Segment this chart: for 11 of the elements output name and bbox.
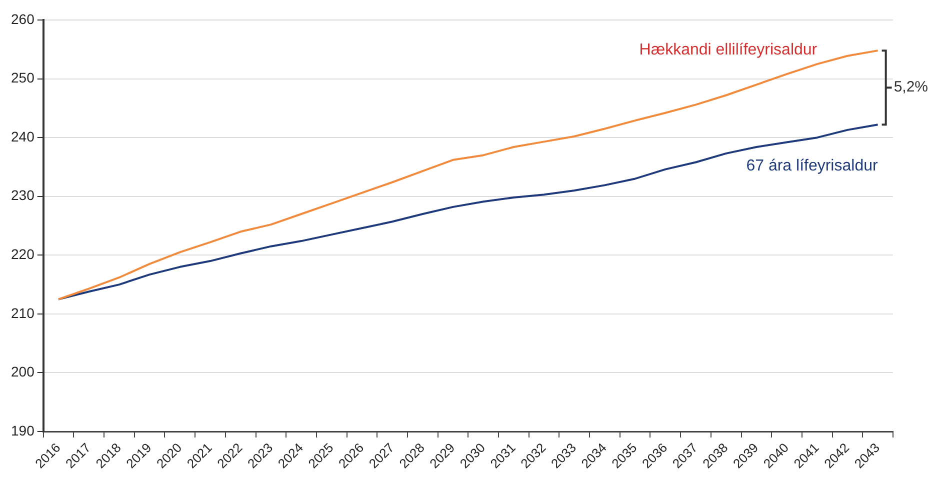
series-label: Hækkandi ellilífeyrisaldur — [639, 42, 818, 59]
y-tick-label: 260 — [11, 10, 35, 27]
series-label: 67 ára lífeyrisaldur — [746, 158, 878, 175]
y-tick-label: 220 — [11, 246, 35, 262]
text: 5,2% — [894, 78, 928, 96]
y-tick-label: 250 — [11, 70, 35, 86]
y-tick-label: 200 — [11, 364, 35, 380]
y-tick-label: 210 — [11, 304, 35, 321]
y-tick-label: 190 — [11, 422, 35, 438]
y-tick-label: 240 — [11, 128, 35, 144]
y-tick-label: 230 — [11, 187, 35, 204]
